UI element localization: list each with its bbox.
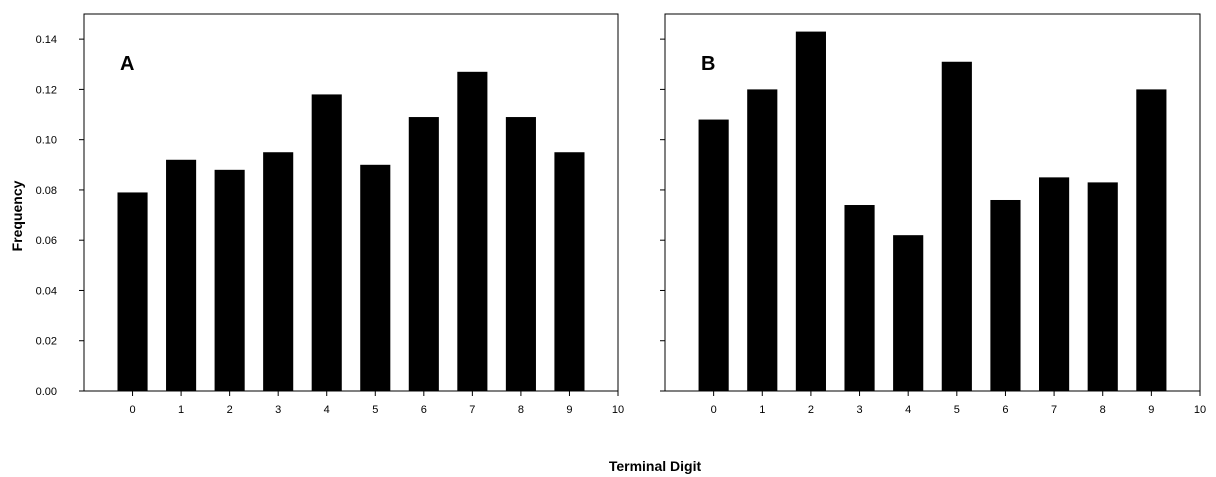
bar [263,152,294,391]
panel-b: 0 1 2 3 4 5 6 7 8 9 10 B [660,13,1206,416]
x-tick-label: 1 [759,404,765,416]
panel-letter: A [120,53,134,75]
bar [457,71,488,391]
bar [1087,182,1118,391]
x-tick-label: 9 [566,404,572,416]
y-tick-label: 0.14 [36,34,57,46]
x-tick-label: 5 [372,404,378,416]
bar [505,117,536,392]
x-tick-label: 7 [469,404,475,416]
panel-a: 0 1 2 3 4 5 6 7 8 9 10 0.00 0.02 0.04 0.06 0.08 0.10 0.12… [36,13,624,416]
x-tick-label: 8 [518,404,524,416]
bar [117,192,148,391]
y-tick-label: 0.02 [36,336,57,348]
bar [698,119,729,391]
y-tick-label: 0.10 [36,135,57,147]
bar [747,89,778,392]
y-tick-label: 0.08 [36,185,57,197]
x-tick-label: 9 [1148,404,1154,416]
x-tick-label: 2 [808,404,814,416]
bar [1136,89,1167,392]
x-tick-label: 6 [1002,404,1008,416]
bar [1039,177,1070,391]
x-tick-label: 1 [178,404,184,416]
bar [311,94,342,391]
x-tick-label: 6 [421,404,427,416]
bar [554,152,585,391]
plot-frame [83,13,619,392]
y-axis-label: Frequency [9,180,25,251]
x-tick-label: 10 [1194,404,1206,416]
bar [360,164,391,391]
bar [941,61,972,392]
y-tick-label: 0.00 [36,386,57,398]
bar [844,205,875,391]
x-axis-label: Terminal Digit [609,458,702,474]
x-tick-label: 3 [856,404,862,416]
bar [166,159,197,391]
x-tick-label: 8 [1100,404,1106,416]
x-tick-label: 4 [324,404,330,416]
x-tick-label: 3 [275,404,281,416]
y-tick-label: 0.04 [36,285,57,297]
bar [214,169,245,391]
panel-letter: B [701,53,715,75]
x-tick-label: 0 [129,404,135,416]
x-tick-label: 7 [1051,404,1057,416]
bar [893,235,924,391]
y-tick-label: 0.12 [36,84,57,96]
x-tick-label: 0 [711,404,717,416]
x-tick-label: 10 [612,404,624,416]
x-tick-label: 5 [954,404,960,416]
bar [408,117,439,392]
x-tick-label: 2 [227,404,233,416]
bar [795,31,826,392]
y-tick-label: 0.06 [36,235,57,247]
plot-frame [664,13,1201,392]
bar [990,199,1021,391]
x-tick-label: 4 [905,404,911,416]
